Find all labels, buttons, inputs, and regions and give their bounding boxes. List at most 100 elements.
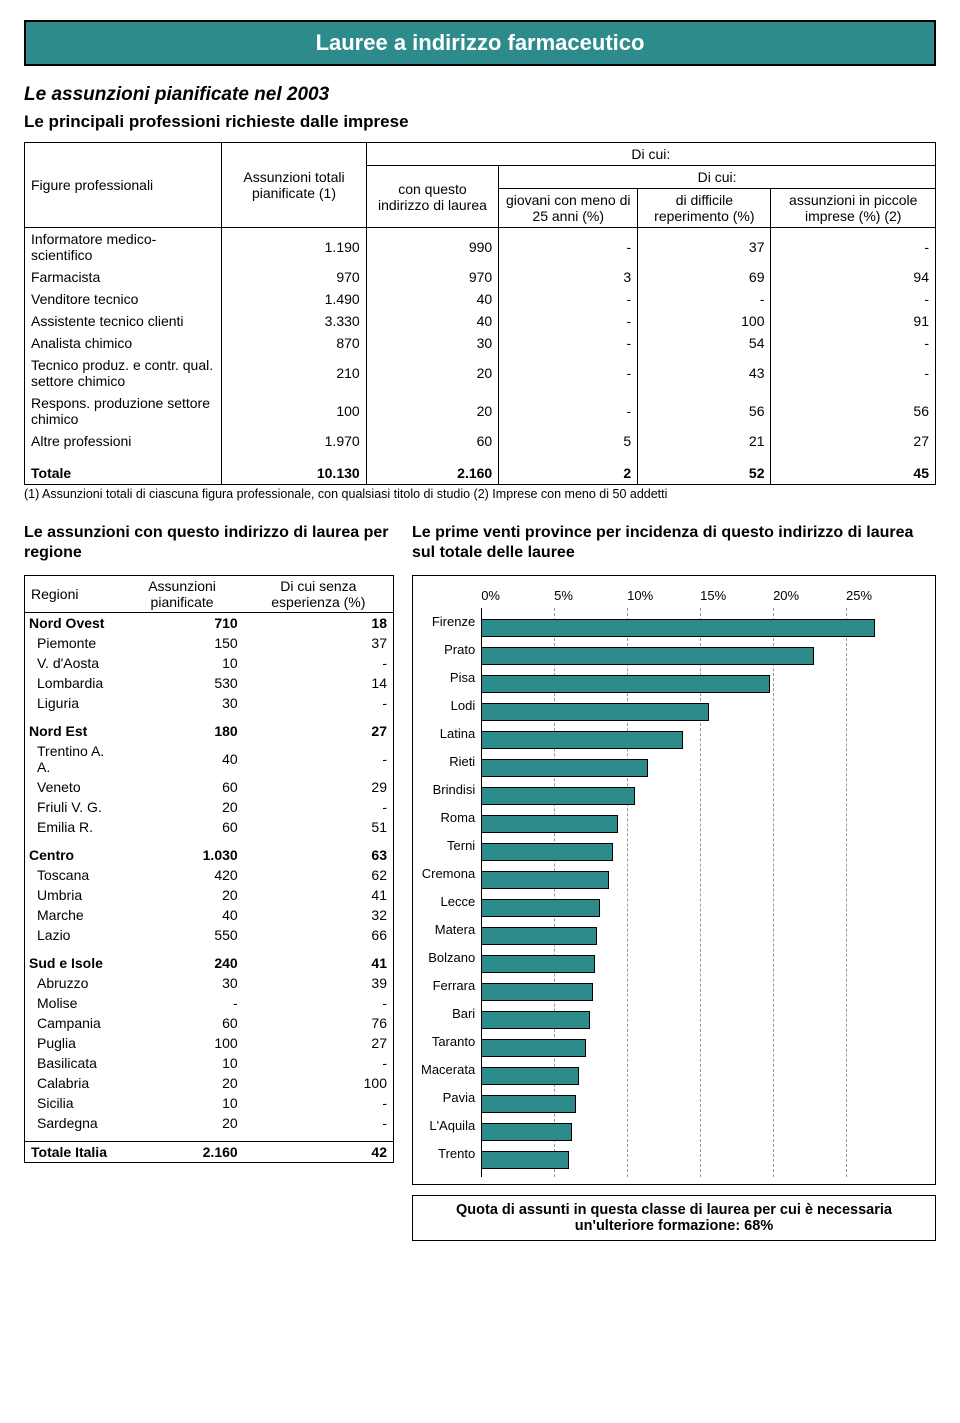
chart-bar xyxy=(481,843,612,861)
chart-bar-row xyxy=(481,1006,919,1034)
chart-y-label: Lecce xyxy=(421,888,475,916)
region-sub-row: Calabria20100 xyxy=(25,1073,394,1093)
chart-y-label: Terni xyxy=(421,832,475,860)
professions-table: Figure professionali Assunzioni totali p… xyxy=(24,142,936,485)
chart-bar xyxy=(481,815,618,833)
chart-bar xyxy=(481,1039,586,1057)
chart-bar-row xyxy=(481,922,919,950)
region-sub-row: Campania6076 xyxy=(25,1013,394,1033)
region-group-row: Nord Ovest71018 xyxy=(25,613,394,634)
chart-y-label: Rieti xyxy=(421,748,475,776)
chart-bar-row xyxy=(481,782,919,810)
col-giovani: giovani con meno di 25 anni (%) xyxy=(499,189,638,228)
chart-y-label: Bari xyxy=(421,1000,475,1028)
chart-y-label: Brindisi xyxy=(421,776,475,804)
region-sub-row: Marche4032 xyxy=(25,905,394,925)
regions-table: Regioni Assunzioni pianificate Di cui se… xyxy=(24,575,394,1163)
chart-y-label: Roma xyxy=(421,804,475,832)
chart-x-tick: 20% xyxy=(773,588,846,607)
region-sub-row: Lazio55066 xyxy=(25,925,394,945)
chart-x-tick: 25% xyxy=(846,588,919,607)
chart-bar-row xyxy=(481,1118,919,1146)
chart-bar-row xyxy=(481,1034,919,1062)
table-row: Informatore medico-scientifico1.190990-3… xyxy=(25,228,936,267)
chart-bar xyxy=(481,871,609,889)
chart-y-label: Cremona xyxy=(421,860,475,888)
quota-box: Quota di assunti in questa classe di lau… xyxy=(412,1195,936,1241)
region-sub-row: Piemonte15037 xyxy=(25,633,394,653)
subtitle-2: Le principali professioni richieste dall… xyxy=(24,112,936,132)
chart-bar xyxy=(481,1011,590,1029)
col-questo: con questo indirizzo di laurea xyxy=(366,166,499,228)
region-sub-row: Basilicata10- xyxy=(25,1053,394,1073)
region-sub-row: Sicilia10- xyxy=(25,1093,394,1113)
table-total-row: Totale10.1302.16025245 xyxy=(25,462,936,485)
chart-y-label: Prato xyxy=(421,636,475,664)
chart-x-axis: 0%5%10%15%20%25% xyxy=(481,588,919,608)
col-assunzioni: Assunzioni pianificate xyxy=(120,576,243,613)
region-sub-row: Emilia R.6051 xyxy=(25,817,394,837)
chart-y-label: Ferrara xyxy=(421,972,475,1000)
chart-bar xyxy=(481,1067,579,1085)
region-sub-row: Liguria30- xyxy=(25,693,394,713)
chart-x-tick: 0% xyxy=(481,588,554,607)
chart-y-label: Bolzano xyxy=(421,944,475,972)
col-figure: Figure professionali xyxy=(25,143,222,228)
table-row: Assistente tecnico clienti3.33040-10091 xyxy=(25,310,936,332)
chart-bar xyxy=(481,955,595,973)
chart-bar-row xyxy=(481,838,919,866)
region-sub-row: Umbria2041 xyxy=(25,885,394,905)
col-senza: Di cui senza esperienza (%) xyxy=(244,576,394,613)
chart-bar-row xyxy=(481,1146,919,1174)
chart-plot: 0%5%10%15%20%25% xyxy=(481,588,919,1174)
region-group-row: Centro1.03063 xyxy=(25,845,394,865)
chart-y-label: L'Aquila xyxy=(421,1112,475,1140)
region-sub-row: Puglia10027 xyxy=(25,1033,394,1053)
profs-footnote: (1) Assunzioni totali di ciascuna figura… xyxy=(24,487,936,501)
chart-bar xyxy=(481,731,682,749)
chart-bar-row xyxy=(481,978,919,1006)
left-block-title: Le assunzioni con questo indirizzo di la… xyxy=(24,523,394,563)
col-difficile: di difficile reperimento (%) xyxy=(638,189,771,228)
region-sub-row: Friuli V. G.20- xyxy=(25,797,394,817)
subtitle-1: Le assunzioni pianificate nel 2003 xyxy=(24,84,936,106)
table-row: Tecnico produz. e contr. qual. settore c… xyxy=(25,354,936,392)
table-row: Farmacista97097036994 xyxy=(25,266,936,288)
region-sub-row: V. d'Aosta10- xyxy=(25,653,394,673)
col-regioni: Regioni xyxy=(25,576,121,613)
table-row: Venditore tecnico1.49040--- xyxy=(25,288,936,310)
chart-bar-row xyxy=(481,1090,919,1118)
chart-y-label: Taranto xyxy=(421,1028,475,1056)
regions-total-row: Totale Italia2.16042 xyxy=(25,1141,394,1162)
page-title-bar: Lauree a indirizzo farmaceutico xyxy=(24,20,936,66)
region-group-row: Sud e Isole24041 xyxy=(25,953,394,973)
table-row: Analista chimico87030-54- xyxy=(25,332,936,354)
chart-bar-row xyxy=(481,754,919,782)
province-chart: FirenzePratoPisaLodiLatinaRietiBrindisiR… xyxy=(412,575,936,1185)
chart-bar xyxy=(481,1123,572,1141)
chart-bar xyxy=(481,619,875,637)
col-dicui-sub: Di cui: xyxy=(499,166,936,189)
chart-y-label: Pavia xyxy=(421,1084,475,1112)
chart-bar xyxy=(481,787,635,805)
chart-y-label: Latina xyxy=(421,720,475,748)
chart-bar xyxy=(481,899,600,917)
chart-bar xyxy=(481,647,814,665)
chart-bar-row xyxy=(481,698,919,726)
region-sub-row: Abruzzo3039 xyxy=(25,973,394,993)
region-group-row: Nord Est18027 xyxy=(25,721,394,741)
col-totali: Assunzioni totali pianificate (1) xyxy=(222,143,366,228)
region-sub-row: Toscana42062 xyxy=(25,865,394,885)
table-row: Altre professioni1.9706052127 xyxy=(25,430,936,452)
chart-bar xyxy=(481,675,770,693)
right-block-title: Le prime venti province per incidenza di… xyxy=(412,523,936,563)
chart-bar xyxy=(481,1151,569,1169)
chart-y-label: Lodi xyxy=(421,692,475,720)
chart-x-tick: 5% xyxy=(554,588,627,607)
region-sub-row: Veneto6029 xyxy=(25,777,394,797)
region-sub-row: Molise-- xyxy=(25,993,394,1013)
chart-bar xyxy=(481,759,647,777)
chart-bar xyxy=(481,703,709,721)
chart-bars xyxy=(481,614,919,1174)
chart-x-tick: 15% xyxy=(700,588,773,607)
